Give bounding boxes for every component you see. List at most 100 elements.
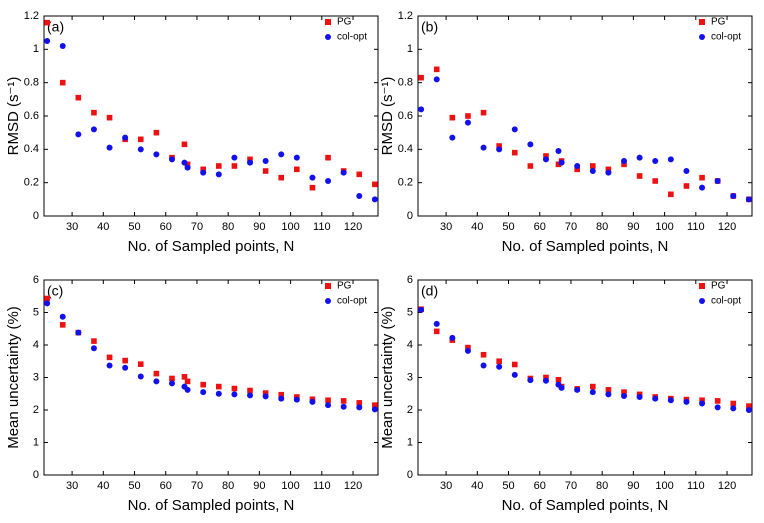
y-tick-label: 0.2 [24, 177, 39, 189]
point [555, 376, 562, 383]
x-tick-label: 100 [281, 221, 299, 233]
x-tick-label: 40 [97, 221, 109, 233]
point [340, 398, 347, 404]
y-tick-label: 5 [33, 306, 39, 318]
y-tick-label: 4 [407, 339, 413, 351]
point [605, 387, 612, 393]
y-axis-label: RMSD (s⁻¹) [5, 77, 22, 156]
point [433, 66, 440, 73]
legend-marker [699, 19, 705, 25]
point [683, 183, 690, 189]
point [465, 344, 471, 351]
point [372, 181, 378, 188]
point [433, 76, 440, 83]
point [511, 149, 518, 156]
point [325, 178, 332, 184]
point [589, 389, 596, 396]
legend-marker [325, 34, 331, 40]
point [558, 159, 565, 166]
point [356, 400, 363, 406]
legend-marker [325, 283, 331, 289]
point [433, 320, 440, 327]
legend-marker [699, 283, 705, 289]
point [153, 151, 160, 158]
point [433, 328, 440, 335]
point [605, 169, 612, 176]
point [340, 169, 347, 176]
point [636, 173, 643, 179]
point [90, 126, 97, 133]
point [480, 362, 487, 369]
point [730, 193, 737, 199]
x-tick-label: 60 [534, 480, 546, 492]
y-tick-label: 6 [33, 274, 39, 286]
point [309, 184, 316, 191]
point [511, 371, 518, 378]
x-tick-label: 70 [191, 480, 203, 492]
point [325, 402, 332, 409]
y-tick-label: 6 [407, 274, 413, 286]
point [247, 156, 253, 163]
panel: 0 0.2 0.4 0.6 0.8 1 1.2 30 40 50 60 70 80 90 100 110 120… [379, 10, 753, 255]
point [714, 404, 721, 411]
x-tick-label: 70 [565, 221, 577, 233]
point [555, 161, 562, 168]
point [44, 295, 50, 302]
point [636, 394, 643, 400]
x-tick-label: 30 [66, 480, 78, 492]
point [278, 395, 285, 402]
y-tick-label: 1 [33, 43, 39, 55]
x-tick-label: 70 [565, 480, 577, 492]
point [75, 131, 82, 138]
x-tick-label: 50 [128, 480, 140, 492]
y-tick-label: 1.2 [24, 10, 39, 22]
y-tick-label: 2 [407, 404, 413, 416]
point [745, 196, 752, 203]
point [262, 393, 269, 400]
point [216, 163, 222, 169]
x-tick-label: 50 [502, 480, 514, 492]
point [636, 154, 643, 161]
point [75, 329, 82, 336]
x-tick-label: 120 [344, 480, 362, 492]
point [200, 166, 206, 173]
point [730, 400, 737, 407]
point [122, 134, 129, 141]
point [153, 129, 160, 136]
x-tick-label: 40 [471, 221, 483, 233]
point [59, 322, 66, 328]
point [262, 158, 269, 164]
point [169, 375, 175, 382]
point [200, 389, 207, 396]
y-tick-label: 1.2 [398, 10, 413, 22]
point [44, 300, 51, 307]
x-tick-label: 80 [596, 221, 608, 233]
x-tick-label: 110 [313, 480, 331, 492]
x-tick-label: 100 [655, 480, 673, 492]
point [75, 94, 82, 101]
point [418, 106, 425, 113]
y-tick-label: 1 [407, 436, 413, 448]
point [215, 171, 222, 178]
point [480, 144, 487, 151]
point [496, 358, 502, 365]
point [449, 134, 456, 141]
point [247, 392, 254, 399]
y-tick-label: 0 [407, 210, 413, 222]
point [325, 154, 331, 161]
legend-marker [699, 298, 705, 304]
point [231, 391, 238, 398]
x-tick-label: 90 [253, 221, 265, 233]
point [309, 398, 316, 405]
point [683, 168, 690, 174]
point [153, 370, 160, 377]
panel: 0 1 2 3 4 5 6 30 40 50 60 70 80 90 100 110 120 No. of Sam… [5, 274, 379, 514]
point [356, 171, 363, 178]
legend-label: col-opt [337, 32, 367, 43]
panel-label: (b) [421, 19, 438, 35]
point [325, 397, 331, 404]
x-tick-label: 90 [253, 480, 265, 492]
point [106, 144, 113, 151]
point [621, 158, 628, 164]
